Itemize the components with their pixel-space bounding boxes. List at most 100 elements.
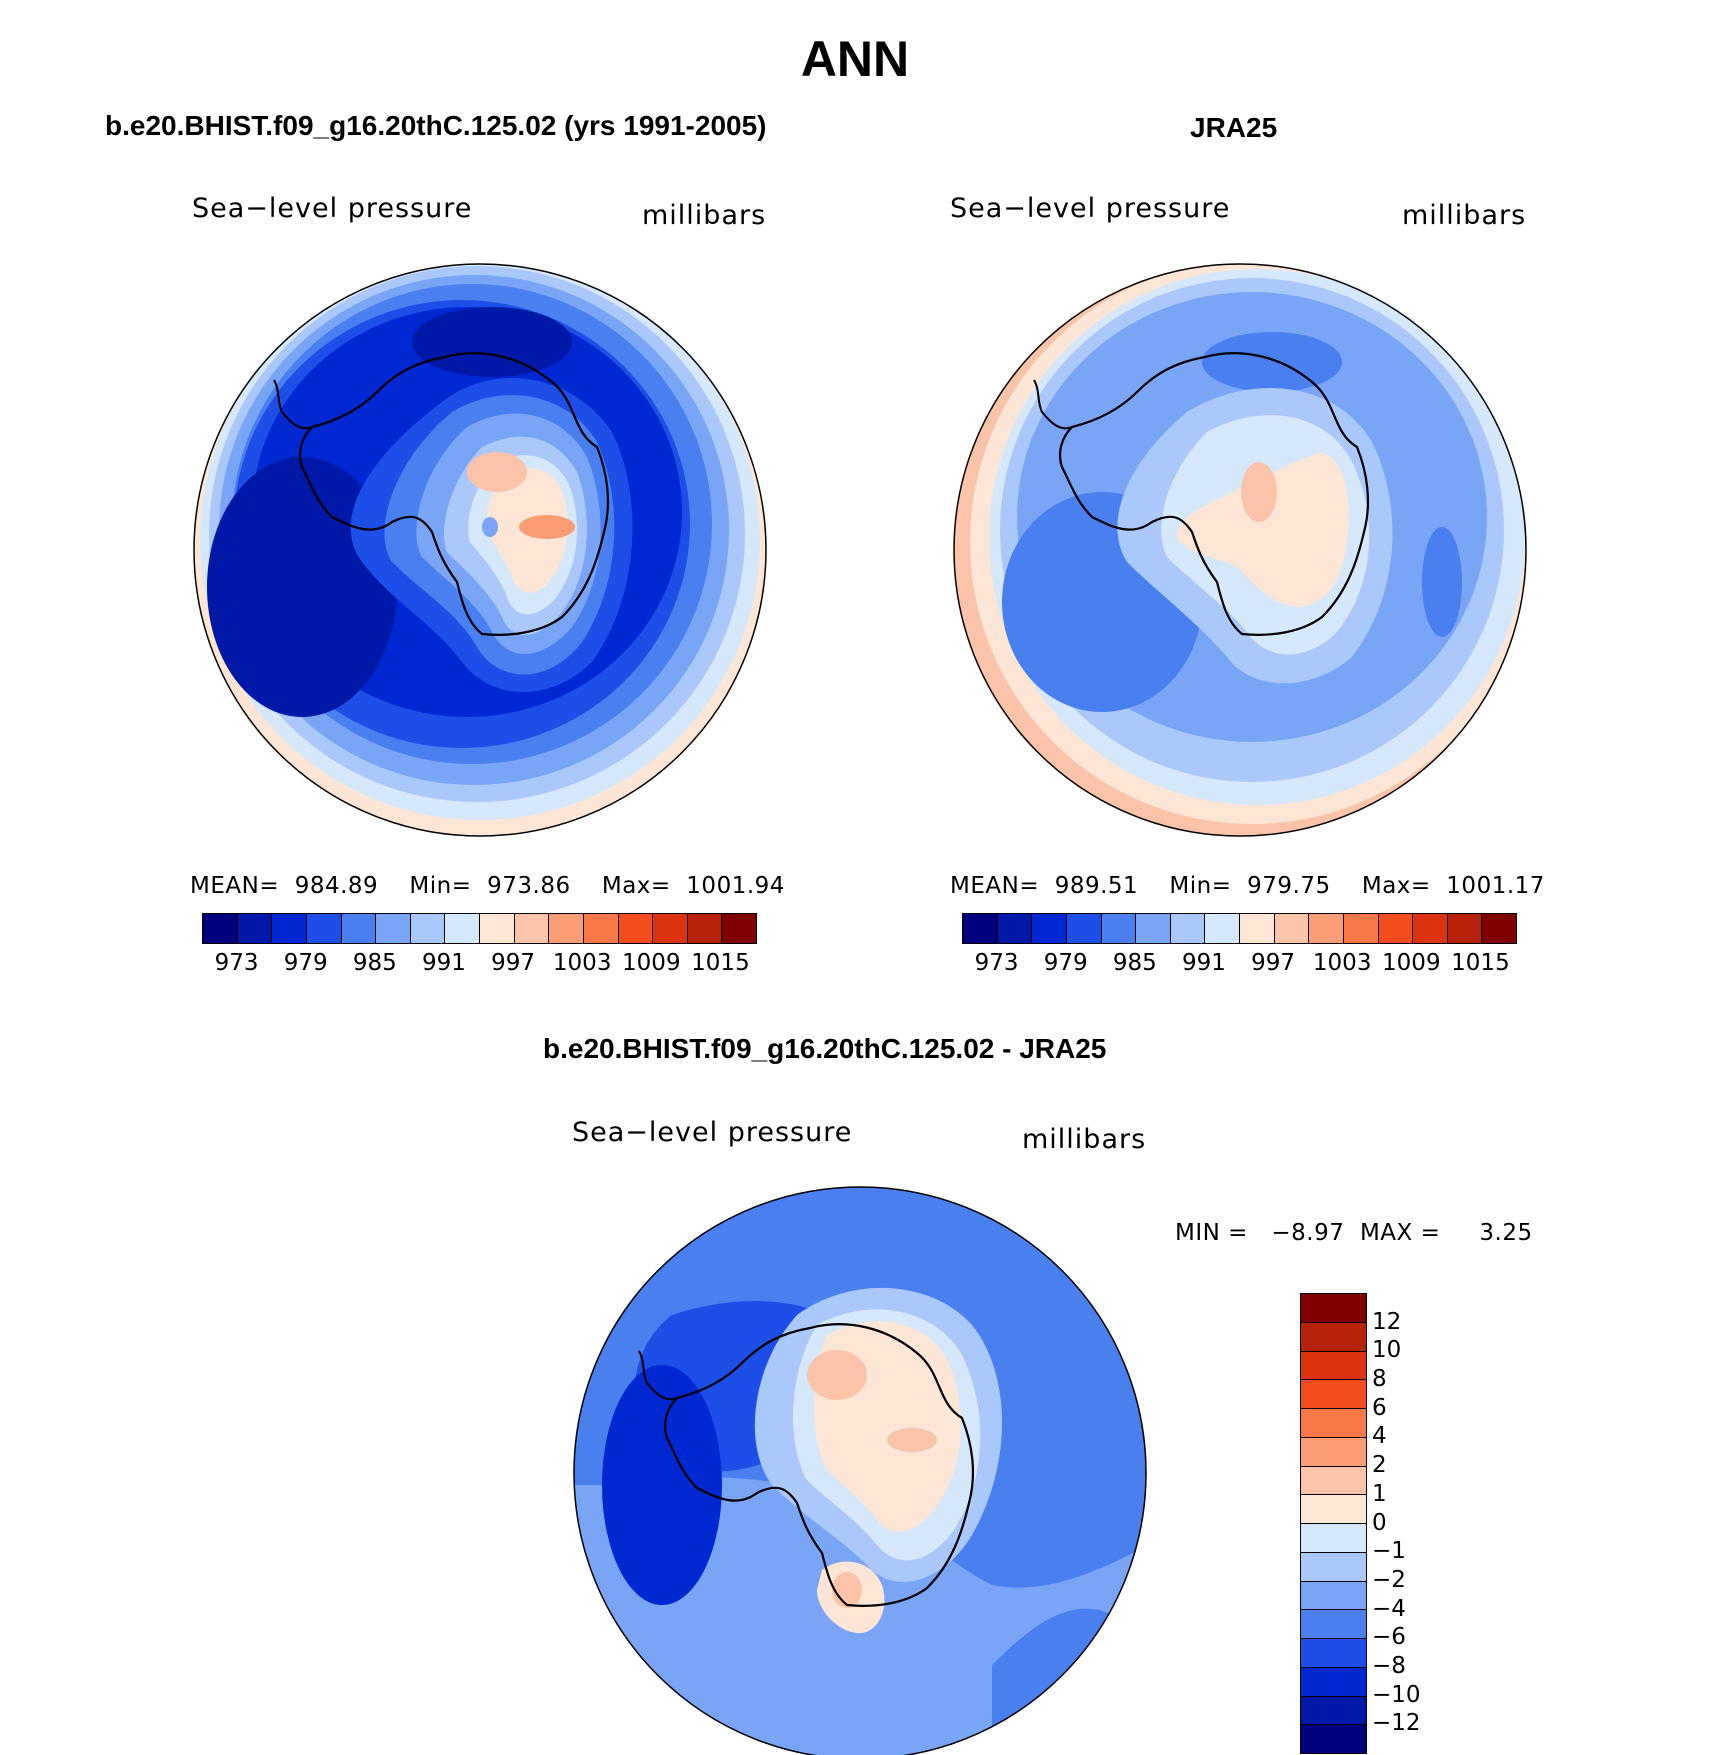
colorbar-swatch [1301,1294,1366,1323]
colorbar-swatch [1301,1610,1366,1639]
colorbar-swatch [1301,1322,1366,1352]
colorbar-swatch [272,914,307,943]
model-units-label: millibars [642,200,767,231]
colorbar-tick-label: −2 [1372,1566,1406,1593]
colorbar-swatch [1301,1351,1366,1381]
colorbar-swatch [1301,1581,1366,1611]
colorbar-swatch [1301,1409,1366,1438]
colorbar-swatch [1032,914,1067,943]
model-colorbar-ticks: 973 979 985 991 997 1003 1009 1015 [202,950,755,980]
colorbar-tick-label: 6 [1372,1394,1387,1421]
diff-colorbar [1300,1293,1367,1754]
colorbar-swatch [480,914,515,943]
obs-colorbar-ticks: 973 979 985 991 997 1003 1009 1015 [962,950,1515,980]
colorbar-tick-label: −10 [1372,1681,1421,1708]
colorbar-tick-label: −8 [1372,1652,1406,1679]
colorbar-swatch [1101,914,1137,943]
model-panel-heading: b.e20.BHIST.f09_g16.20thC.125.02 (yrs 19… [105,110,767,141]
colorbar-tick-label: 2 [1372,1452,1387,1479]
colorbar-tick-label: 1 [1372,1480,1387,1507]
model-stats: MEAN= 984.89 Min= 973.86 Max= 1001.94 [190,873,785,899]
colorbar-swatch [203,914,238,943]
colorbar-swatch [1482,914,1516,943]
colorbar-tick-label: 985 [352,950,397,976]
obs-units-label: millibars [1402,200,1527,231]
diff-polar-map [573,1186,1147,1755]
diff-panel-heading: b.e20.BHIST.f09_g16.20thC.125.02 - JRA25 [543,1033,1107,1064]
colorbar-swatch [1301,1725,1366,1753]
model-colorbar [202,913,757,944]
colorbar-tick-label: 979 [283,950,328,976]
colorbar-swatch [410,914,446,943]
colorbar-tick-label: 10 [1372,1337,1402,1364]
colorbar-swatch [1136,914,1171,943]
colorbar-swatch [1343,914,1379,943]
colorbar-swatch [376,914,411,943]
colorbar-swatch [963,914,998,943]
colorbar-tick-label: 991 [421,950,466,976]
colorbar-tick-label: −4 [1372,1595,1406,1622]
colorbar-tick-label: 1015 [1451,950,1510,976]
colorbar-swatch [1301,1524,1366,1553]
colorbar-swatch [549,914,584,943]
obs-stats: MEAN= 989.51 Min= 979.75 Max= 1001.17 [950,873,1545,899]
colorbar-swatch [1301,1466,1366,1496]
colorbar-tick-label: 997 [491,950,536,976]
colorbar-swatch [514,914,550,943]
colorbar-tick-label: 1003 [552,950,612,976]
colorbar-swatch [1240,914,1275,943]
colorbar-tick-label: 997 [1251,950,1296,976]
colorbar-swatch [1447,914,1483,943]
colorbar-swatch [1205,914,1240,943]
diff-colorbar-ticks: 12 10 8 6 4 2 1 0 −1 −2 −4 −6 −8 −10 −12 [1372,1293,1452,1752]
colorbar-tick-label: 985 [1112,950,1157,976]
colorbar-swatch [237,914,273,943]
colorbar-swatch [1274,914,1310,943]
obs-panel-heading: JRA25 [1190,112,1278,143]
colorbar-swatch [1301,1696,1366,1726]
colorbar-tick-label: 0 [1372,1509,1387,1536]
colorbar-swatch [997,914,1033,943]
colorbar-tick-label: −1 [1372,1538,1406,1565]
colorbar-swatch [1301,1667,1366,1697]
colorbar-tick-label: 12 [1372,1308,1402,1335]
obs-polar-map [953,263,1527,837]
model-field-label: Sea−level pressure [192,193,473,224]
colorbar-tick-label: 1009 [622,950,681,976]
colorbar-tick-label: 4 [1372,1423,1387,1450]
page-title: ANN [800,31,910,87]
colorbar-swatch [687,914,723,943]
colorbar-swatch [1309,914,1344,943]
colorbar-swatch [1301,1552,1366,1582]
colorbar-tick-label: 973 [974,950,1019,976]
colorbar-tick-label: −6 [1372,1624,1406,1651]
obs-field-label: Sea−level pressure [950,193,1231,224]
colorbar-tick-label: 8 [1372,1366,1387,1393]
colorbar-swatch [583,914,619,943]
colorbar-tick-label: 991 [1181,950,1226,976]
colorbar-swatch [341,914,377,943]
model-polar-map [193,263,767,837]
colorbar-swatch [1413,914,1448,943]
colorbar-swatch [445,914,480,943]
colorbar-swatch [1170,914,1206,943]
colorbar-tick-label: 1015 [691,950,750,976]
colorbar-swatch [1301,1639,1366,1668]
diff-units-label: millibars [1022,1124,1147,1155]
obs-colorbar [962,913,1517,944]
diff-stats: MIN = −8.97 MAX = 3.25 [1175,1220,1533,1246]
colorbar-tick-label: 1003 [1312,950,1372,976]
colorbar-swatch [1301,1437,1366,1467]
colorbar-tick-label: 973 [214,950,259,976]
colorbar-swatch [1301,1495,1366,1524]
colorbar-swatch [1378,914,1414,943]
colorbar-tick-label: 979 [1043,950,1088,976]
colorbar-swatch [306,914,342,943]
colorbar-tick-label: 1009 [1382,950,1441,976]
colorbar-swatch [1301,1380,1366,1409]
colorbar-swatch [722,914,756,943]
colorbar-swatch [653,914,688,943]
diff-field-label: Sea−level pressure [572,1117,853,1148]
colorbar-swatch [618,914,654,943]
colorbar-tick-label: −12 [1372,1710,1421,1737]
